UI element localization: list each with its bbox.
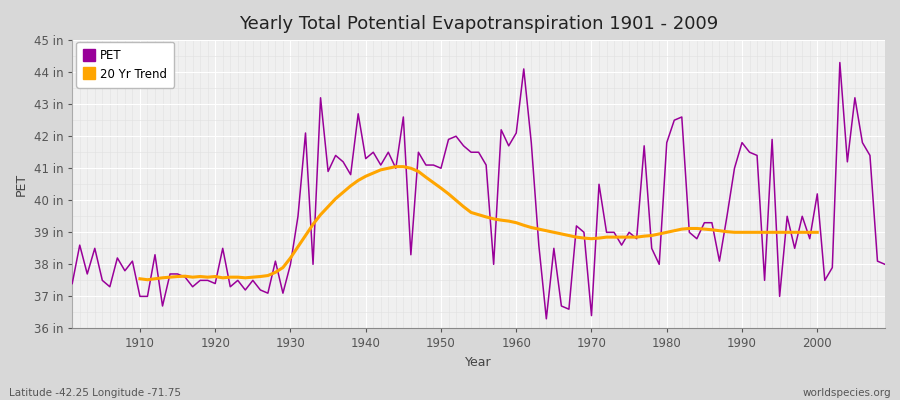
Legend: PET, 20 Yr Trend: PET, 20 Yr Trend bbox=[76, 42, 174, 88]
Text: worldspecies.org: worldspecies.org bbox=[803, 388, 891, 398]
Text: Latitude -42.25 Longitude -71.75: Latitude -42.25 Longitude -71.75 bbox=[9, 388, 181, 398]
X-axis label: Year: Year bbox=[465, 356, 492, 369]
Y-axis label: PET: PET bbox=[15, 173, 28, 196]
Title: Yearly Total Potential Evapotranspiration 1901 - 2009: Yearly Total Potential Evapotranspiratio… bbox=[239, 15, 718, 33]
